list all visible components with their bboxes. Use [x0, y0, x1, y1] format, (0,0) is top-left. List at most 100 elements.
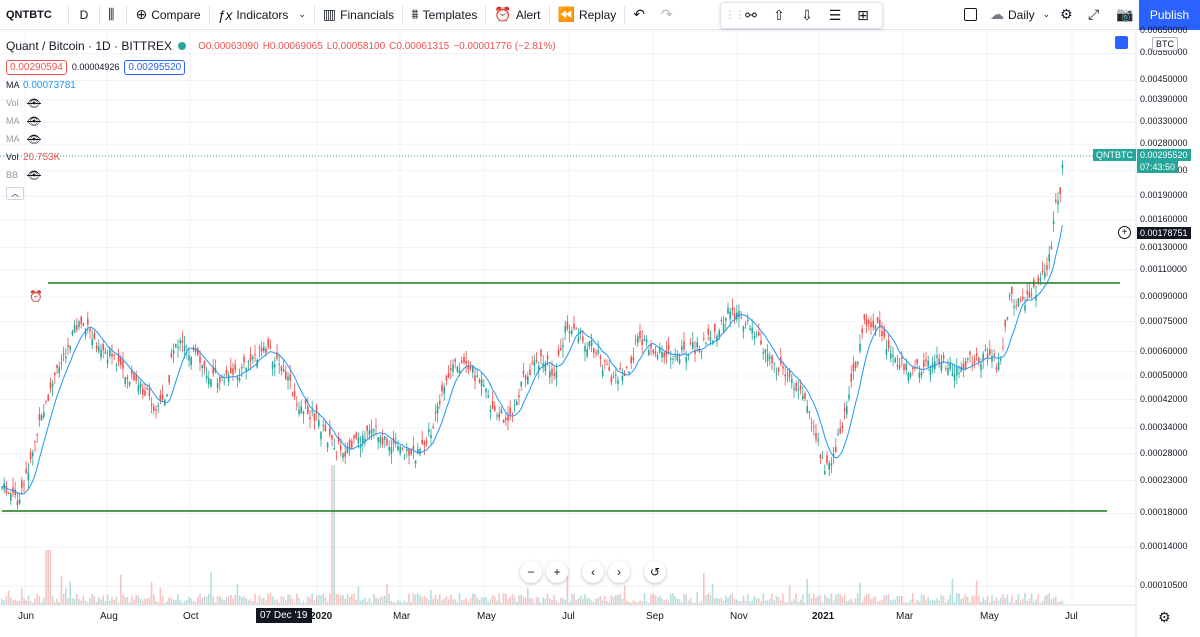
candle-body: [920, 372, 923, 376]
candle-body: [223, 381, 225, 383]
bid-price[interactable]: 0.00290594: [6, 59, 67, 75]
candle-body: [617, 379, 619, 385]
ask-price[interactable]: 0.00295520: [124, 59, 186, 75]
candle-body: [1050, 246, 1053, 249]
volume-bar: [733, 599, 736, 605]
volume-bar: [236, 584, 239, 605]
chart-area[interactable]: 0.00650000 0.00550000 0.00450000 0.00390000…: [0, 25, 1200, 637]
candle-body: [832, 453, 835, 457]
indicator-row[interactable]: Vol 👁: [6, 94, 560, 112]
add-grid-icon[interactable]: ⊞: [857, 7, 869, 23]
volume-bar: [775, 595, 778, 605]
candle-body: [681, 346, 683, 351]
candle-body: [766, 354, 769, 362]
settings-button[interactable]: ⚙: [1054, 0, 1083, 30]
candle-body: [718, 330, 720, 337]
node-icon[interactable]: ⚯: [745, 7, 757, 23]
volume-bar: [447, 599, 450, 605]
price-tick: 0.00130000: [1140, 241, 1188, 252]
indicator-row[interactable]: MA 👁: [6, 112, 560, 130]
hidden-eye-icon[interactable]: 👁: [27, 169, 41, 182]
chart-type-button[interactable]: ⫼: [102, 0, 124, 30]
auto-scale-icon[interactable]: [1115, 36, 1128, 49]
volume-bar: [909, 599, 912, 605]
axis-settings-icon[interactable]: ⚙: [1158, 609, 1171, 625]
zoom-in-button[interactable]: +: [546, 561, 568, 583]
drag-handle-icon[interactable]: ⋮⋮: [725, 10, 745, 21]
indicator-row[interactable]: Vol 20.753K: [6, 148, 560, 166]
chevron-up-icon: ︿: [11, 189, 19, 198]
candle-body: [683, 341, 685, 350]
reset-chart-button[interactable]: ↺: [644, 561, 666, 583]
compare-button[interactable]: ⊕ Compare: [135, 6, 201, 22]
candle-body: [775, 372, 778, 374]
hidden-eye-icon[interactable]: 👁: [27, 133, 41, 146]
text-lines-icon[interactable]: ☰: [828, 7, 842, 23]
price-tick: 0.00550000: [1140, 47, 1188, 58]
volume-bar: [432, 598, 434, 605]
undo-button[interactable]: ↶: [627, 0, 655, 30]
time-tick: 2020: [310, 611, 333, 622]
snapshot-button[interactable]: 📷: [1110, 0, 1143, 30]
candle-body: [186, 352, 188, 354]
volume-bar: [351, 594, 353, 605]
interval-button[interactable]: D: [79, 7, 89, 22]
volume-bar: [1046, 594, 1048, 605]
volume-bar: [628, 601, 630, 605]
volume-bar: [104, 601, 107, 605]
candle-body: [553, 373, 555, 376]
volume-bar: [51, 595, 54, 605]
redo-button[interactable]: ↷: [655, 0, 683, 30]
chart-canvas[interactable]: [0, 31, 1200, 637]
arrow-down-icon[interactable]: ⇩: [801, 7, 813, 23]
symbol-search[interactable]: QNTBTC: [6, 8, 52, 21]
volume-bar: [1055, 596, 1057, 605]
indicators-button[interactable]: ƒx Indicators ⌄: [217, 6, 306, 23]
collapse-legend-button[interactable]: ︿: [6, 187, 24, 200]
volume-bar: [430, 590, 432, 605]
volume-bar: [617, 594, 619, 605]
alert-button[interactable]: ⏰ Alert: [494, 6, 541, 22]
scroll-right-button[interactable]: ›: [608, 561, 630, 583]
hidden-eye-icon[interactable]: 👁: [27, 97, 41, 110]
volume-bar: [417, 593, 419, 605]
volume-bar: [445, 596, 448, 605]
candle-body: [975, 353, 978, 356]
candle-body: [232, 368, 234, 375]
timeframe-dropdown[interactable]: ☁ Daily ⌄: [990, 6, 1051, 22]
indicator-row[interactable]: MA 👁: [6, 130, 560, 148]
zoom-out-button[interactable]: −: [520, 561, 542, 583]
volume-bar: [905, 602, 907, 605]
fullscreen-checkbox[interactable]: [958, 0, 983, 30]
volume-bar: [920, 594, 923, 605]
candle-body: [881, 331, 883, 337]
publish-button[interactable]: Publish: [1139, 0, 1200, 30]
candle-body: [859, 344, 861, 352]
financials-button[interactable]: ▥ Financials: [322, 6, 395, 22]
replay-button[interactable]: ⏪ Replay: [557, 6, 617, 22]
fullscreen-button[interactable]: ⤢: [1082, 0, 1109, 30]
volume-bar: [1019, 601, 1022, 605]
templates-button[interactable]: ⩩ Templates: [411, 6, 478, 22]
hidden-eye-icon[interactable]: 👁: [27, 115, 41, 128]
candle-body: [777, 367, 780, 372]
volume-bar: [454, 599, 456, 605]
volume-bar: [863, 596, 866, 605]
indicator-row[interactable]: MA 0.00073781: [6, 76, 560, 94]
volume-bar: [403, 600, 406, 605]
arrow-up-icon[interactable]: ⇧: [773, 7, 785, 23]
indicator-row[interactable]: BB 👁: [6, 166, 560, 184]
add-alert-icon[interactable]: +: [1118, 226, 1131, 239]
volume-bar: [146, 598, 148, 605]
candle-body: [29, 451, 32, 460]
candle-body: [947, 368, 949, 375]
alarm-clock-icon[interactable]: ⏰: [29, 291, 43, 303]
volume-bar: [450, 594, 452, 605]
candle-body: [36, 434, 38, 436]
volume-bar: [650, 594, 652, 605]
candle-body: [991, 356, 993, 362]
volume-bar: [984, 599, 987, 605]
scroll-left-button[interactable]: ‹: [582, 561, 604, 583]
candle-body: [764, 349, 767, 353]
candle-body: [692, 341, 694, 349]
